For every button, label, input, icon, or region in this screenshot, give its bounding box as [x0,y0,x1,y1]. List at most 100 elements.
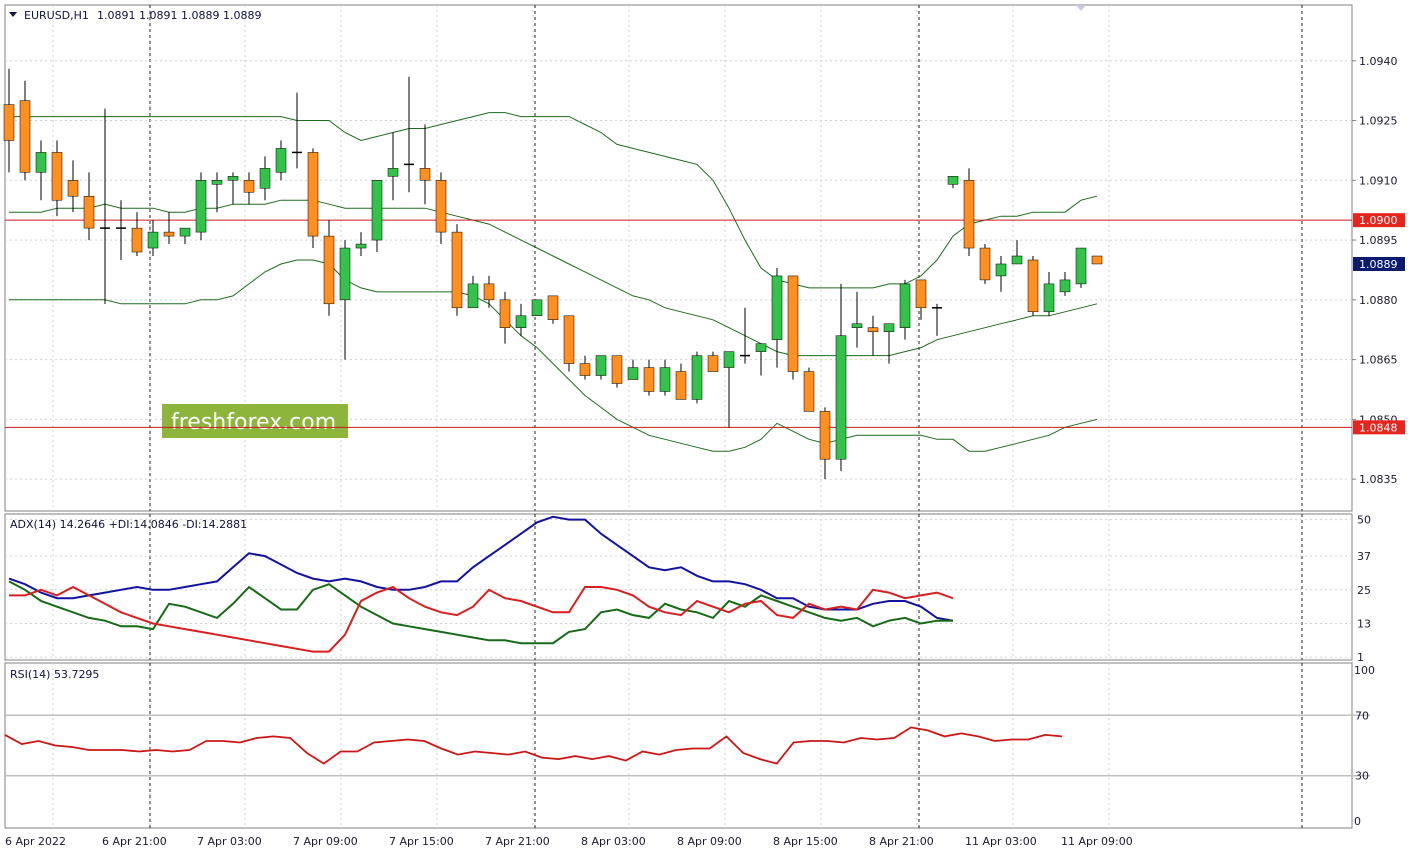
x-tick-label: 7 Apr 03:00 [197,835,262,848]
candle-body [339,247,351,301]
band-upper [9,112,1098,289]
bollinger-bands [9,112,1098,452]
adx-y-tick-label: 37 [1357,550,1371,563]
candle [755,343,767,376]
candle-body [467,283,479,309]
grid-layer [5,5,1370,828]
candle [691,351,703,404]
candle-body [1091,255,1103,265]
candle [515,303,527,336]
adx-lines [8,515,954,653]
candle-body [19,100,31,173]
candle-body [51,152,63,201]
candle-body [851,323,863,328]
price-tag-level: 1.0900 [1353,213,1405,228]
candle [371,180,383,253]
candle-body [35,152,47,173]
candle-body [499,299,511,328]
price-tag-label: 1.0900 [1359,214,1398,227]
rsi-lines [4,726,1063,765]
candle [1027,256,1039,316]
candle-body [435,180,447,233]
candle [131,212,143,257]
candle-body [419,168,431,181]
candle-body [627,367,639,380]
candle [307,148,319,249]
candle-body [355,243,367,249]
candle [292,92,302,169]
adx-y-tick-label: 13 [1357,618,1371,631]
price-tag-bid: 1.0889 [1353,256,1405,271]
candle-body [67,180,79,197]
x-tick-label: 6 Apr 2022 [5,835,66,848]
rsi-y-tick-label: 100 [1354,664,1375,677]
dropdown-triangle-icon[interactable] [9,12,17,17]
candle-body [819,411,831,460]
candle [932,303,942,336]
candle-body [883,323,895,332]
candle [563,315,575,372]
rsi-y-tick-label: 70 [1355,709,1369,722]
x-tick-label: 7 Apr 15:00 [389,835,454,848]
candle-body [979,247,991,281]
candle [1011,240,1023,265]
candle-body [163,231,175,237]
candle-body [147,231,159,249]
candle [339,240,351,360]
candle-body [243,180,255,193]
candle [163,212,175,245]
candle-body [771,275,783,340]
candle [404,76,414,193]
candle-body [547,295,559,321]
adx-y-tick-label: 50 [1357,514,1371,527]
candle [771,267,783,368]
band-lower [9,259,1098,452]
candle-body [531,299,543,317]
band-middle [9,199,1098,357]
candle [483,275,495,308]
candle-body [915,279,927,309]
candle [451,224,463,316]
candle-body [595,355,607,376]
price-tag-label: 1.0889 [1359,258,1398,271]
candle-body [1011,255,1023,265]
candle-body [371,180,383,241]
candle [803,367,815,412]
rsi-y-tick-label: 30 [1355,770,1369,783]
x-tick-label: 8 Apr 21:00 [869,835,934,848]
candle-body [83,195,95,229]
candle-body [563,315,575,364]
candle-body [995,263,1007,277]
adx-y-tick-label: 25 [1357,584,1371,597]
x-tick-label: 7 Apr 09:00 [293,835,358,848]
candle-body [1027,259,1039,313]
candle [275,140,287,181]
candle-body [307,152,319,237]
candle [67,160,79,213]
candle-body [963,180,975,249]
symbol-header[interactable]: EURUSD,H1 1.0891 1.0891 1.0889 1.0889 [9,9,261,22]
candle-body [675,371,687,400]
y-tick-label: 1.0910 [1359,174,1398,187]
candle [995,256,1007,292]
candle-body [723,351,735,368]
shift-marker-icon[interactable] [1076,5,1086,11]
candle [19,80,31,181]
candle-body [451,231,463,309]
candle [707,351,719,372]
candle [740,307,750,364]
adx-series-+DI [8,580,953,645]
horizontal-levels [5,219,1352,428]
candle-body [227,176,239,181]
watermark: freshforex.com [162,404,348,438]
adx-title: ADX(14) 14.2646 +DI:14.0846 -DI:14.2881 [10,518,247,531]
adx-series--DI [9,585,954,653]
candle [1091,255,1103,265]
candle [819,407,831,480]
candle [243,172,255,205]
candle [851,291,863,348]
main-pane-border [4,4,1353,512]
candle [179,227,191,245]
candle-body [3,104,15,141]
